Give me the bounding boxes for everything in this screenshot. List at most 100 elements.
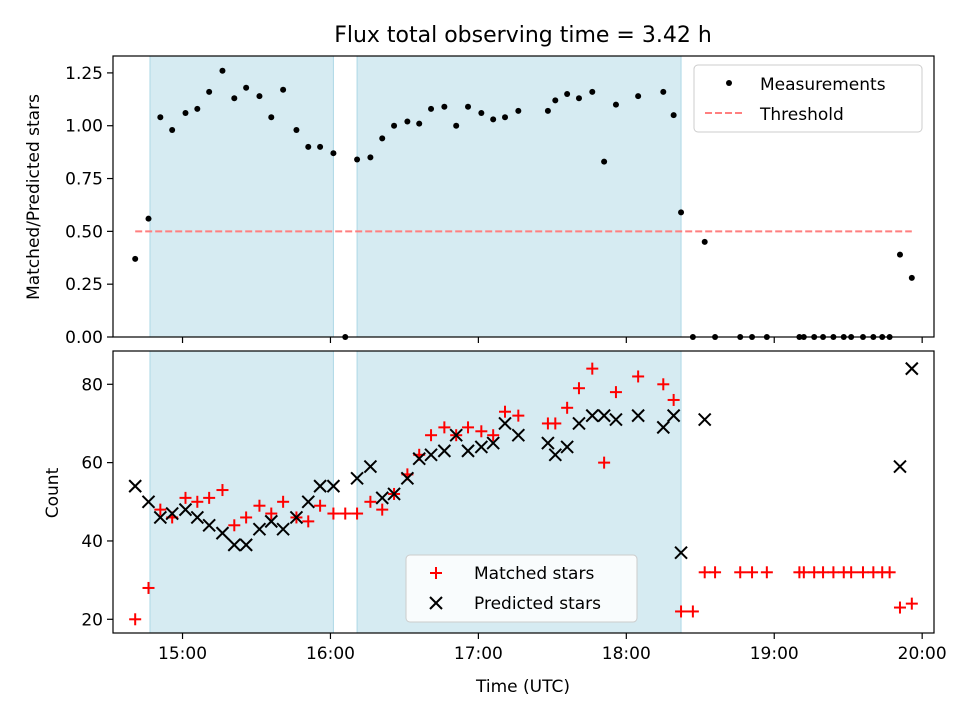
measurement-point xyxy=(268,114,275,121)
measurement-point xyxy=(391,122,398,129)
measurement-point xyxy=(416,120,423,127)
measurement-point xyxy=(367,154,374,161)
matched-star-point xyxy=(598,456,611,469)
matched-star-point xyxy=(709,566,722,579)
bottom-legend: Matched stars Predicted stars xyxy=(405,554,638,623)
predicted-star-point xyxy=(437,444,452,458)
matched-star-point xyxy=(499,405,512,418)
measurement-point xyxy=(502,114,509,121)
matched-star-point xyxy=(277,495,290,508)
predicted-star-point xyxy=(541,436,555,450)
top-y-tick-label: 0.50 xyxy=(65,222,103,242)
predicted-star-point xyxy=(674,546,688,560)
predicted-star-point xyxy=(252,522,267,536)
top-y-tick-label: 0.00 xyxy=(65,328,103,348)
top-x-axis-ticks xyxy=(181,337,923,343)
measurement-point xyxy=(219,67,226,74)
measurement-point xyxy=(515,107,522,114)
matched-star-point xyxy=(240,511,253,524)
predicted-star-point xyxy=(264,514,278,529)
legend-matched-label: Matched stars xyxy=(474,564,594,584)
predicted-star-point xyxy=(387,487,401,501)
matched-star-point xyxy=(549,417,562,430)
predicted-star-point xyxy=(511,428,526,442)
matched-star-point xyxy=(314,499,327,512)
legend-predicted-marker xyxy=(429,596,443,610)
measurement-point xyxy=(330,150,337,157)
predicted-star-point xyxy=(326,479,341,493)
top-y-tick-label: 1.00 xyxy=(65,117,103,137)
measurement-point xyxy=(182,110,189,117)
matched-star-point xyxy=(487,429,500,442)
predicted-star-point xyxy=(548,448,563,462)
predicted-star-point xyxy=(631,408,645,423)
predicted-star-point xyxy=(202,518,216,532)
legend-measurements-marker xyxy=(726,80,732,86)
bottom-y-tick-label: 60 xyxy=(81,454,103,474)
measurement-point xyxy=(544,107,551,114)
matched-star-point xyxy=(657,378,670,391)
matched-star-point xyxy=(253,499,266,512)
matched-star-point xyxy=(675,605,688,618)
matched-star-point xyxy=(609,386,622,399)
bottom-y-tick-label: 20 xyxy=(81,610,103,630)
bottom-y-axis-ticks: 20 40 60 80 xyxy=(81,375,113,630)
measurement-point xyxy=(441,103,448,110)
measurement-point xyxy=(490,116,497,123)
measurement-point xyxy=(478,110,485,117)
predicted-star-point xyxy=(153,510,168,525)
measurement-point xyxy=(379,135,386,142)
bottom-axes-frame xyxy=(112,350,935,634)
measurement-point xyxy=(896,251,903,258)
x-tick-label: 17:00 xyxy=(454,644,503,664)
measurement-point xyxy=(354,156,361,163)
top-panel: 0.00 0.25 0.50 0.75 1.00 1.25 Matched/Predict… xyxy=(24,55,935,348)
measurement-point xyxy=(280,86,287,93)
matched-star-point xyxy=(364,495,377,508)
measurement-point xyxy=(635,93,642,100)
measurement-point xyxy=(660,88,667,95)
predicted-star-point xyxy=(560,440,574,454)
measurement-point xyxy=(453,122,460,129)
predicted-star-point xyxy=(400,471,415,485)
matched-star-point xyxy=(632,370,645,383)
bottom-legend-box xyxy=(405,554,638,623)
matched-star-point xyxy=(734,566,747,579)
matched-star-point xyxy=(228,519,241,532)
predicted-star-point xyxy=(449,428,463,442)
predicted-star-point xyxy=(301,495,315,509)
matched-star-point xyxy=(827,566,840,579)
top-y-axis-label: Matched/Predicted stars xyxy=(24,94,44,300)
measurement-point xyxy=(612,101,619,108)
legend-threshold-label: Threshold xyxy=(759,105,844,125)
predicted-star-point xyxy=(609,412,623,427)
matched-star-point xyxy=(797,566,810,579)
predicted-stars-series xyxy=(128,361,919,560)
measurement-point xyxy=(243,84,250,91)
matched-star-point xyxy=(572,382,585,395)
top-axes-frame xyxy=(112,55,935,338)
matched-star-point xyxy=(191,495,204,508)
measurement-point xyxy=(908,274,915,281)
predicted-star-point xyxy=(227,538,242,552)
matched-star-point xyxy=(893,601,906,614)
bottom-shaded-interval-1 xyxy=(149,350,334,634)
matched-star-point xyxy=(351,507,364,520)
predicted-star-point xyxy=(141,495,156,509)
matched-star-point xyxy=(462,421,475,434)
matched-star-point xyxy=(179,491,192,504)
predicted-star-point xyxy=(424,448,438,462)
predicted-star-point xyxy=(412,452,426,466)
matched-star-point xyxy=(376,503,389,516)
measurement-point xyxy=(564,91,571,98)
predicted-star-point xyxy=(276,522,290,536)
matched-star-point xyxy=(817,566,830,579)
measurement-point xyxy=(256,93,263,100)
x-tick-label: 18:00 xyxy=(602,644,651,664)
predicted-star-point xyxy=(585,408,599,423)
top-y-tick-label: 0.25 xyxy=(65,275,103,295)
top-shaded-interval-2 xyxy=(356,55,682,338)
legend-measurements-label: Measurements xyxy=(760,75,886,95)
top-shaded-interval-1 xyxy=(149,55,334,338)
